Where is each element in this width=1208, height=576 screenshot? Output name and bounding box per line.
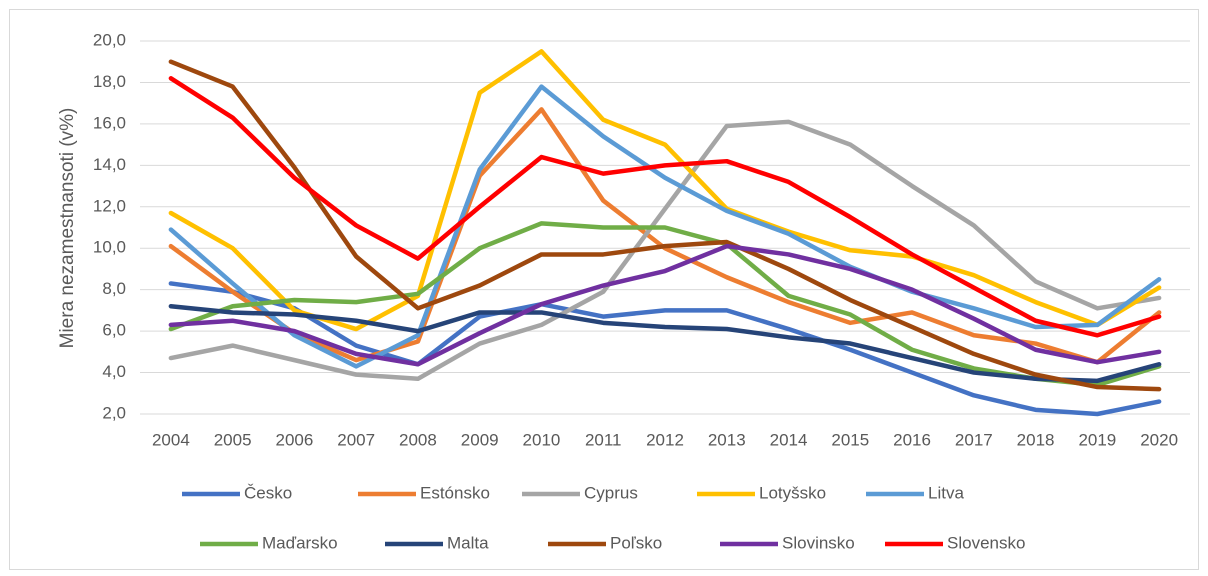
x-tick-label: 2018 <box>1017 430 1055 449</box>
y-tick-label: 16,0 <box>93 113 126 132</box>
series-line <box>168 303 1162 384</box>
x-tick-label: 2011 <box>585 430 622 449</box>
series-line <box>168 59 1162 392</box>
legend-label: Litva <box>928 483 964 502</box>
x-tick-label: 2013 <box>708 430 746 449</box>
x-tick-label: 2017 <box>955 430 993 449</box>
series-line <box>168 119 1162 382</box>
series-line <box>168 84 1162 369</box>
y-tick-label: 8,0 <box>102 279 126 298</box>
legend-label: Malta <box>447 533 489 552</box>
legend-label: Česko <box>244 483 292 502</box>
series-line <box>168 76 1162 338</box>
x-tick-label: 2005 <box>214 430 252 449</box>
x-tick-label: 2020 <box>1140 430 1178 449</box>
x-tick-label: 2004 <box>152 430 190 449</box>
x-tick-label: 2010 <box>523 430 561 449</box>
y-tick-label: 10,0 <box>93 238 126 257</box>
y-tick-label: 14,0 <box>93 155 126 174</box>
y-axis-label: Miera nezamestnansoti (v%) <box>57 108 78 349</box>
y-tick-label: 2,0 <box>102 403 126 422</box>
x-tick-label: 2009 <box>461 430 499 449</box>
x-tick-label: 2007 <box>337 430 375 449</box>
series-line <box>168 243 1162 367</box>
y-tick-label: 20,0 <box>93 30 126 49</box>
legend-label: Slovinsko <box>782 533 855 552</box>
x-tick-label: 2006 <box>275 430 313 449</box>
y-tick-label: 4,0 <box>102 362 126 381</box>
x-tick-label: 2008 <box>399 430 437 449</box>
x-tick-label: 2019 <box>1078 430 1116 449</box>
legend-label: Cyprus <box>584 483 638 502</box>
x-tick-label: 2016 <box>893 430 931 449</box>
legend-label: Estónsko <box>420 483 490 502</box>
y-tick-label: 6,0 <box>102 321 126 340</box>
legend-label: Lotyšsko <box>759 483 826 502</box>
legend-label: Maďarsko <box>262 533 338 552</box>
y-tick-label: 12,0 <box>93 196 126 215</box>
x-tick-label: 2014 <box>770 430 808 449</box>
series-line <box>168 281 1162 417</box>
x-tick-label: 2012 <box>646 430 684 449</box>
legend-label: Slovensko <box>947 533 1025 552</box>
legend-label: Poľsko <box>610 533 662 552</box>
series-line <box>168 221 1162 388</box>
series-line <box>168 49 1162 332</box>
y-tick-label: 18,0 <box>93 72 126 91</box>
x-tick-label: 2015 <box>831 430 869 449</box>
